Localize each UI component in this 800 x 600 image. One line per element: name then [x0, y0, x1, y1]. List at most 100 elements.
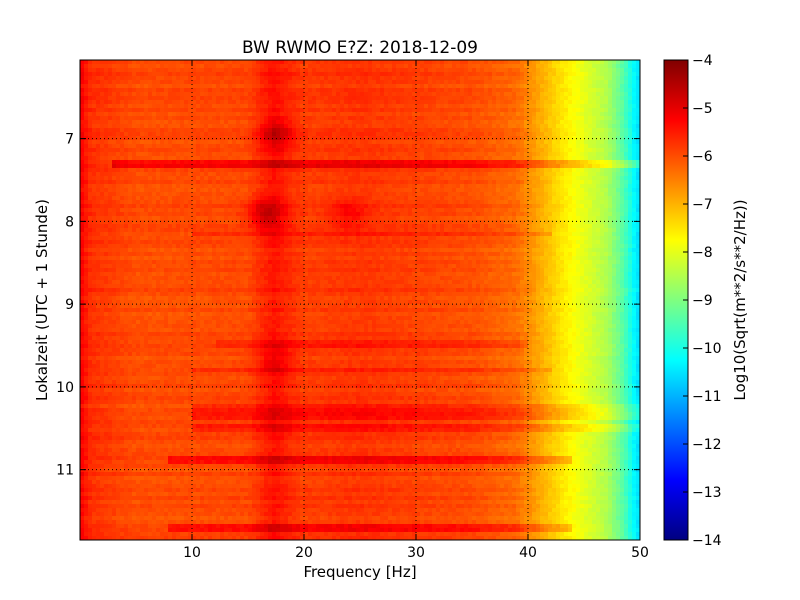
- heatmap-cell: [244, 112, 248, 116]
- heatmap-cell: [180, 120, 184, 124]
- heatmap-cell: [304, 88, 308, 92]
- heatmap-cell: [232, 200, 236, 204]
- heatmap-cell: [168, 72, 172, 76]
- heatmap-cell: [452, 124, 456, 128]
- heatmap-cell: [264, 104, 268, 108]
- heatmap-cell: [208, 68, 212, 72]
- heatmap-cell: [516, 168, 520, 172]
- heatmap-cell: [464, 124, 468, 128]
- heatmap-cell: [600, 164, 604, 168]
- heatmap-cell: [100, 80, 104, 84]
- heatmap-cell: [612, 192, 616, 196]
- heatmap-cell: [212, 100, 216, 104]
- heatmap-cell: [428, 148, 432, 152]
- heatmap-cell: [288, 180, 292, 184]
- heatmap-cell: [104, 80, 108, 84]
- heatmap-cell: [340, 156, 344, 160]
- heatmap-cell: [236, 196, 240, 200]
- heatmap-cell: [332, 116, 336, 120]
- heatmap-cell: [500, 92, 504, 96]
- heatmap-cell: [108, 144, 112, 148]
- heatmap-cell: [380, 164, 384, 168]
- heatmap-cell: [504, 140, 508, 144]
- heatmap-cell: [428, 88, 432, 92]
- heatmap-cell: [484, 160, 488, 164]
- heatmap-cell: [448, 172, 452, 176]
- heatmap-cell: [492, 64, 496, 68]
- heatmap-cell: [544, 116, 548, 120]
- heatmap-cell: [420, 92, 424, 96]
- heatmap-cell: [548, 64, 552, 68]
- heatmap-cell: [564, 96, 568, 100]
- heatmap-cell: [452, 132, 456, 136]
- heatmap-cell: [152, 124, 156, 128]
- heatmap-cell: [144, 168, 148, 172]
- heatmap-cell: [632, 188, 636, 192]
- heatmap-cell: [228, 76, 232, 80]
- heatmap-cell: [340, 100, 344, 104]
- heatmap-cell: [384, 140, 388, 144]
- heatmap-cell: [520, 124, 524, 128]
- heatmap-cell: [444, 108, 448, 112]
- heatmap-cell: [424, 128, 428, 132]
- heatmap-cell: [204, 140, 208, 144]
- heatmap-cell: [152, 76, 156, 80]
- heatmap-cell: [476, 96, 480, 100]
- heatmap-cell: [548, 144, 552, 148]
- heatmap-cell: [404, 116, 408, 120]
- heatmap-cell: [384, 148, 388, 152]
- heatmap-cell: [368, 152, 372, 156]
- heatmap-cell: [176, 164, 180, 168]
- heatmap-cell: [252, 108, 256, 112]
- heatmap-cell: [508, 180, 512, 184]
- heatmap-cell: [312, 200, 316, 204]
- heatmap-cell: [424, 116, 428, 120]
- heatmap-cell: [548, 88, 552, 92]
- heatmap-cell: [156, 92, 160, 96]
- heatmap-cell: [176, 132, 180, 136]
- heatmap-cell: [224, 196, 228, 200]
- heatmap-cell: [324, 196, 328, 200]
- heatmap-cell: [520, 120, 524, 124]
- heatmap-cell: [520, 64, 524, 68]
- heatmap-cell: [240, 140, 244, 144]
- heatmap-cell: [408, 120, 412, 124]
- heatmap-cell: [592, 100, 596, 104]
- heatmap-cell: [432, 100, 436, 104]
- heatmap-cell: [260, 180, 264, 184]
- heatmap-cell: [268, 184, 272, 188]
- heatmap-cell: [152, 192, 156, 196]
- heatmap-cell: [164, 84, 168, 88]
- heatmap-cell: [408, 64, 412, 68]
- heatmap-cell: [464, 132, 468, 136]
- heatmap-cell: [244, 184, 248, 188]
- heatmap-cell: [248, 64, 252, 68]
- heatmap-cell: [128, 116, 132, 120]
- heatmap-cell: [196, 172, 200, 176]
- heatmap-cell: [196, 60, 200, 64]
- heatmap-cell: [140, 88, 144, 92]
- heatmap-cell: [192, 184, 196, 188]
- heatmap-cell: [280, 64, 284, 68]
- heatmap-cell: [552, 112, 556, 116]
- heatmap-cell: [404, 200, 408, 204]
- heatmap-cell: [624, 164, 628, 168]
- heatmap-cell: [204, 80, 208, 84]
- heatmap-cell: [512, 72, 516, 76]
- heatmap-cell: [196, 196, 200, 200]
- heatmap-cell: [580, 96, 584, 100]
- heatmap-cell: [612, 188, 616, 192]
- heatmap-cell: [584, 84, 588, 88]
- heatmap-cell: [180, 84, 184, 88]
- heatmap-cell: [148, 168, 152, 172]
- heatmap-cell: [396, 132, 400, 136]
- heatmap-cell: [536, 108, 540, 112]
- heatmap-cell: [296, 168, 300, 172]
- heatmap-cell: [568, 124, 572, 128]
- heatmap-cell: [368, 180, 372, 184]
- heatmap-cell: [616, 68, 620, 72]
- heatmap-cell: [136, 104, 140, 108]
- heatmap-cell: [260, 72, 264, 76]
- heatmap-cell: [352, 120, 356, 124]
- heatmap-cell: [460, 84, 464, 88]
